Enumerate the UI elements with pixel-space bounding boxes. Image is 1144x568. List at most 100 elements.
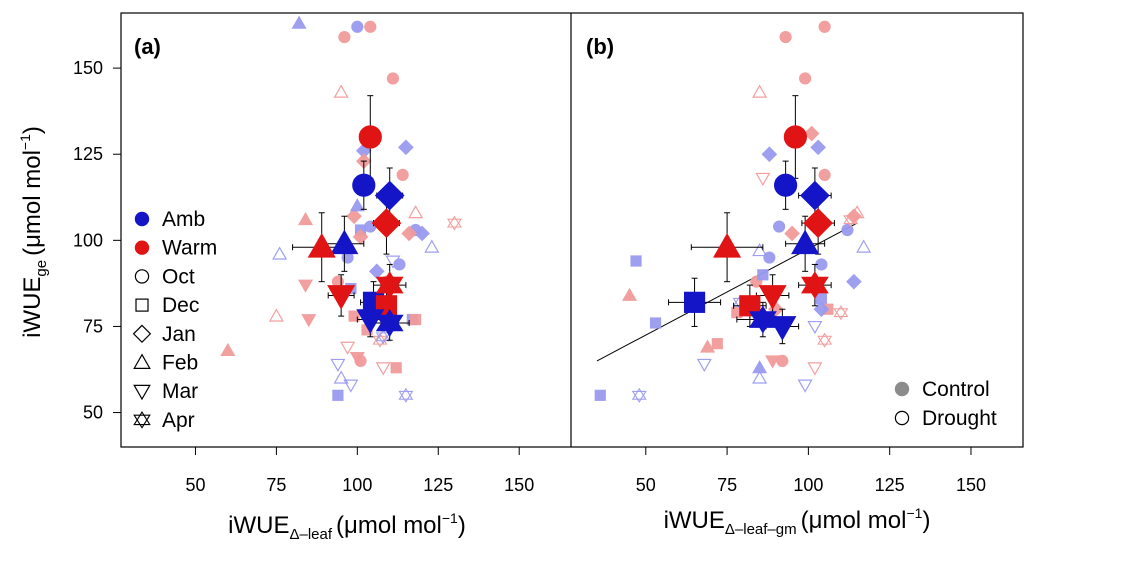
- data-point-b: [779, 31, 792, 44]
- mean-point-b-down: [748, 311, 777, 334]
- panel-label-a: (a): [134, 34, 161, 59]
- legend-marker-a: [134, 211, 150, 227]
- mean-point-b-down: [800, 276, 829, 300]
- data-point-a: [348, 310, 360, 322]
- legend-marker-a-up: [133, 411, 151, 426]
- data-point-a: [393, 258, 406, 271]
- data-point-a: [349, 198, 365, 212]
- panel-b: 50 75 100 125 150 Control Drought: [594, 20, 997, 495]
- data-point-b: [799, 72, 812, 85]
- data-point-b: [752, 84, 768, 98]
- y-tick-label-a: 125: [73, 144, 103, 164]
- mean-point-b: [768, 316, 797, 341]
- panel-label-b: (b): [586, 34, 614, 59]
- data-point-a: [410, 313, 422, 326]
- data-point-a: [333, 84, 349, 98]
- data-point-a: [220, 342, 236, 357]
- data-point-a-down: [398, 390, 414, 403]
- mean-point-b: [758, 285, 787, 310]
- data-point-b: [761, 146, 778, 163]
- data-point-b: [773, 220, 786, 233]
- data-point-b: [818, 168, 831, 181]
- x-axis-title-b: iWUEΔ–leaf–gm (μmol mol−1): [664, 505, 931, 538]
- x-tick-label-a: 50: [185, 475, 205, 495]
- mean-point-a: [352, 173, 376, 197]
- data-point-a: [385, 255, 401, 269]
- legend-marker-a: [135, 298, 149, 312]
- x-tick-label-b: 125: [875, 475, 905, 495]
- data-point-b: [755, 172, 771, 187]
- data-point-b-down: [817, 335, 833, 348]
- data-point-b: [813, 301, 830, 318]
- legend-label-a: Jan: [162, 323, 196, 346]
- mean-point-b: [803, 208, 833, 238]
- data-point-a: [349, 351, 365, 366]
- legend-label-b: Drought: [922, 407, 997, 430]
- data-point-b-down: [631, 390, 647, 403]
- legend-marker-a: [133, 353, 151, 369]
- legend-marker-a: [132, 324, 152, 344]
- legend-label-a: Feb: [162, 352, 198, 375]
- mean-point-a: [375, 271, 404, 300]
- data-point-a-up: [398, 387, 414, 400]
- data-point-a: [351, 20, 364, 33]
- y-tick-label-a: 100: [73, 230, 103, 250]
- data-point-b-up: [631, 387, 647, 400]
- data-point-b: [649, 317, 662, 329]
- mean-point-b: [800, 180, 830, 211]
- data-point-a: [297, 211, 314, 226]
- data-point-a-down: [446, 218, 462, 231]
- x-tick-label-b: 150: [956, 475, 986, 495]
- data-point-b: [594, 389, 606, 401]
- data-point-a: [332, 389, 344, 401]
- data-point-b: [818, 20, 831, 33]
- legend-label-a: Warm: [162, 237, 217, 260]
- data-point-a: [408, 205, 424, 219]
- data-point-a: [338, 31, 351, 44]
- mean-point-a: [330, 229, 359, 255]
- data-point-b-up: [817, 332, 833, 345]
- mean-point-b: [783, 125, 807, 149]
- data-point-a: [368, 263, 385, 280]
- data-point-a: [330, 358, 346, 373]
- data-point-a: [398, 139, 414, 156]
- data-point-a: [375, 329, 391, 345]
- data-point-b-up: [843, 212, 859, 225]
- mean-point-a: [327, 285, 356, 310]
- x-tick-label-b: 50: [636, 475, 656, 495]
- legend-label-a: Amb: [162, 208, 205, 231]
- data-point-b: [696, 358, 712, 373]
- mean-point-b: [774, 173, 798, 197]
- mean-point-b: [791, 229, 820, 255]
- data-point-b: [856, 239, 872, 253]
- data-point-a-up: [372, 332, 388, 345]
- data-point-a: [446, 215, 462, 231]
- data-point-a: [291, 15, 307, 29]
- mean-point-b: [800, 271, 829, 300]
- data-point-b: [843, 212, 859, 228]
- data-point-b-down: [843, 215, 859, 228]
- data-point-b: [752, 370, 768, 384]
- data-point-a: [343, 379, 359, 393]
- data-point-a-up: [446, 215, 462, 228]
- data-point-b: [846, 273, 862, 290]
- panel-a: 50 75 100 125 150 50 75 100 125 150 Amb Warm Oct Dec J…: [73, 15, 534, 495]
- y-tick-label-a: 150: [73, 58, 103, 78]
- data-point-a: [333, 370, 349, 384]
- mean-point-a: [374, 180, 405, 211]
- plot-frame: [120, 12, 1024, 448]
- data-point-a: [424, 239, 440, 253]
- legend-label-a: Oct: [162, 265, 195, 288]
- data-point-a: [301, 314, 317, 328]
- data-point-b: [757, 269, 769, 281]
- data-point-a: [272, 246, 288, 260]
- data-point-b: [630, 255, 642, 267]
- legend-label-a: Mar: [162, 380, 198, 403]
- legend-marker-a: [133, 411, 151, 429]
- x-tick-label-a: 75: [266, 475, 286, 495]
- x-tick-label-b: 100: [793, 475, 823, 495]
- data-point-a: [340, 341, 356, 355]
- x-tick-label-a: 125: [423, 475, 453, 495]
- legend-label-b: Control: [922, 378, 990, 401]
